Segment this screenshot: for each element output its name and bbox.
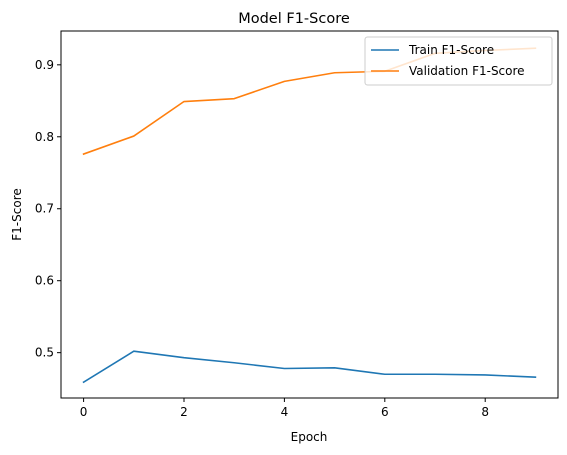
legend: Train F1-Score Validation F1-Score [364, 36, 553, 86]
y-tick-label: 0.5 [35, 346, 54, 360]
x-axis-ticks: 0 2 4 6 8 [80, 398, 489, 419]
series-line-0 [82, 350, 537, 384]
y-axis-ticks: 0.5 0.6 0.7 0.8 0.9 [35, 58, 61, 360]
x-tick-label: 0 [80, 405, 88, 419]
y-tick-label: 0.9 [35, 58, 54, 72]
legend-label-1: Validation F1-Score [409, 64, 525, 78]
y-tick-label: 0.8 [35, 130, 54, 144]
y-tick-label: 0.7 [35, 202, 54, 216]
x-tick-label: 4 [281, 405, 289, 419]
x-tick-label: 2 [180, 405, 188, 419]
plot-frame [60, 30, 559, 399]
x-axis-label: Epoch [291, 430, 328, 444]
legend-box [364, 36, 553, 86]
y-axis-label: F1-Score [10, 188, 24, 240]
chart-title: Model F1-Score [238, 11, 350, 27]
y-tick-label: 0.6 [35, 274, 54, 288]
x-tick-label: 8 [481, 405, 489, 419]
x-tick-label: 6 [381, 405, 389, 419]
legend-label-0: Train F1-Score [408, 43, 494, 57]
